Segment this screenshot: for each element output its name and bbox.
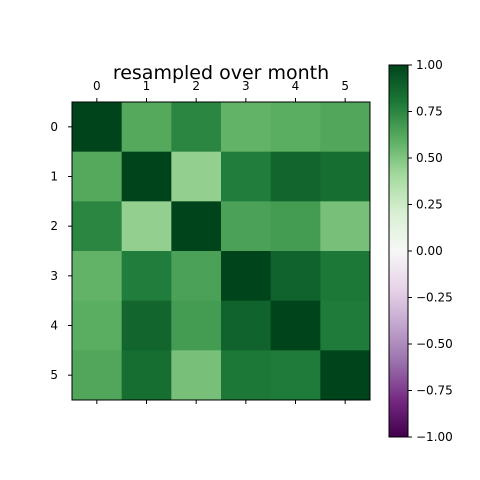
heatmap-cell-5-1 (121, 350, 172, 401)
heatmap-cell-5-0 (72, 350, 123, 401)
heatmap-cell-5-5 (320, 350, 371, 401)
y-axis-ticks: 0 1 2 3 4 5 (50, 120, 72, 382)
x-tick-label-4: 4 (292, 79, 300, 93)
y-tick-label-0: 0 (50, 120, 58, 134)
heatmap-cell-2-2 (171, 201, 222, 252)
heatmap-cell-2-3 (221, 201, 272, 252)
x-tick-label-2: 2 (192, 79, 200, 93)
colorbar-ticks: 1.00 0.75 0.50 0.25 0.00 −0.25 −0.50 −0.75 −1.00 (408, 58, 453, 444)
heatmap-cell-3-0 (72, 251, 123, 302)
heatmap-cell-4-0 (72, 300, 123, 351)
heatmap-cell-4-1 (121, 300, 172, 351)
heatmap-cell-0-3 (221, 102, 272, 153)
heatmap-cell-4-2 (171, 300, 222, 351)
chart-title: resampled over month (113, 62, 329, 84)
heatmap-cell-2-0 (72, 201, 123, 252)
colorbar-tick-label-1: 0.75 (416, 105, 443, 119)
heatmap-cells (72, 102, 371, 401)
heatmap-cell-4-4 (270, 300, 321, 351)
colorbar-tick-label-4: 0.00 (416, 244, 443, 258)
colorbar-tick-label-5: −0.25 (416, 291, 453, 305)
heatmap-cell-1-1 (121, 151, 172, 202)
heatmap-cell-1-3 (221, 151, 272, 202)
heatmap-cell-3-4 (270, 251, 321, 302)
x-tick-label-5: 5 (341, 79, 349, 93)
heatmap-cell-3-1 (121, 251, 172, 302)
heatmap-cell-3-2 (171, 251, 222, 302)
heatmap-cell-2-5 (320, 201, 371, 252)
heatmap-frame (71, 101, 371, 401)
heatmap-cell-2-1 (121, 201, 172, 252)
heatmap-cell-5-3 (221, 350, 272, 401)
heatmap-cell-5-4 (270, 350, 321, 401)
colorbar-tick-label-8: −1.00 (416, 430, 453, 444)
colorbar-tick-label-0: 1.00 (416, 58, 443, 72)
heatmap-cell-1-0 (72, 151, 123, 202)
heatmap-cell-0-5 (320, 102, 371, 153)
heatmap-cell-0-1 (121, 102, 172, 153)
colorbar-tick-label-6: −0.50 (416, 337, 453, 351)
heatmap-cell-4-3 (221, 300, 272, 351)
heatmap-cell-1-5 (320, 151, 371, 202)
colorbar-tick-label-2: 0.50 (416, 151, 443, 165)
heatmap-cell-0-4 (270, 102, 321, 153)
x-tick-label-1: 1 (143, 79, 151, 93)
heatmap-cell-0-0 (72, 102, 123, 153)
heatmap-cell-3-5 (320, 251, 371, 302)
colorbar-tick-label-3: 0.25 (416, 198, 443, 212)
y-tick-label-1: 1 (50, 170, 58, 184)
y-tick-label-5: 5 (50, 368, 58, 382)
heatmap-cell-4-5 (320, 300, 371, 351)
y-tick-label-2: 2 (50, 219, 58, 233)
x-axis-ticks: 0 1 2 3 4 5 (93, 79, 349, 404)
heatmap-cell-2-4 (270, 201, 321, 252)
x-tick-label-3: 3 (242, 79, 250, 93)
heatmap-cell-3-3 (221, 251, 272, 302)
x-tick-label-0: 0 (93, 79, 101, 93)
heatmap-cell-0-2 (171, 102, 222, 153)
y-tick-label-3: 3 (50, 269, 58, 283)
heatmap-cell-1-2 (171, 151, 222, 202)
heatmap-cell-1-4 (270, 151, 321, 202)
y-tick-label-4: 4 (50, 319, 58, 333)
colorbar (388, 64, 409, 438)
colorbar-tick-label-7: −0.75 (416, 384, 453, 398)
heatmap-cell-5-2 (171, 350, 222, 401)
